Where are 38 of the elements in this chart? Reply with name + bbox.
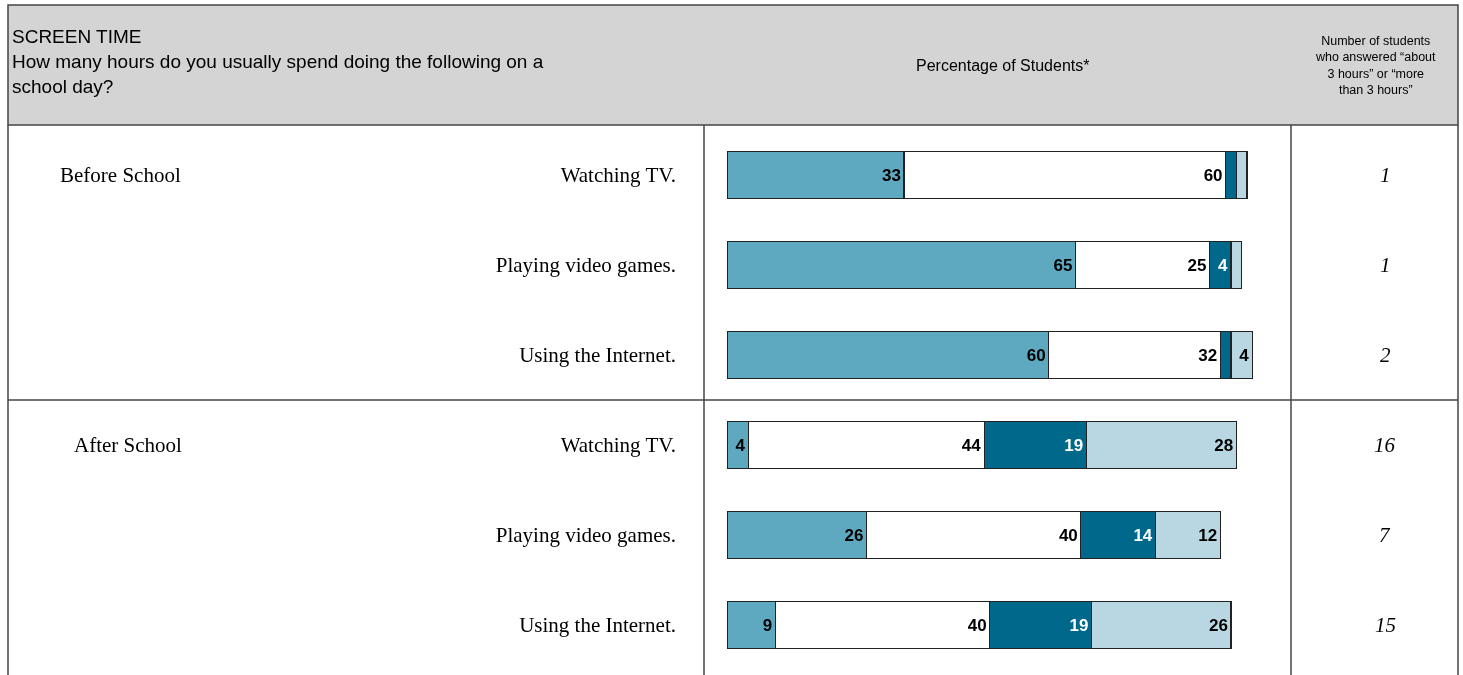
y-tick-label: Playing video games. [495, 523, 676, 548]
y-tick-label: Watching TV. [560, 433, 676, 458]
data-label: 19 [1069, 615, 1089, 635]
y-tick-label: Playing video games. [495, 253, 676, 278]
data-label: 60 [1203, 165, 1223, 185]
text: Number of students who answered “about 3 hours” or “more than 3 hours” [1315, 34, 1437, 97]
y-tick-label: Using the Internet. [519, 613, 676, 638]
data-label: 4 [735, 435, 746, 455]
y-tick-label: Using the Internet. [519, 343, 676, 368]
text: SCREEN TIME [12, 26, 142, 47]
data-label: 40 [1058, 525, 1078, 545]
text: Percentage of Students* [916, 57, 1090, 74]
text: How many hours do you usually spend doing the following on a school day? [12, 51, 544, 97]
y-tick-label: Watching TV. [560, 163, 676, 188]
text: 1 [1380, 163, 1391, 187]
data-label: 12 [1198, 525, 1218, 545]
data-label: 4 [1239, 345, 1250, 365]
text: 1 [1380, 253, 1391, 277]
data-label: 28 [1214, 435, 1234, 455]
data-label: 26 [844, 525, 864, 545]
data-label: 40 [967, 615, 987, 635]
data-label: 44 [961, 435, 982, 455]
text: Before School [60, 163, 181, 187]
text: 16 [1374, 433, 1396, 457]
text: 15 [1375, 613, 1396, 637]
data-label: 26 [1208, 615, 1228, 635]
data-label: 65 [1053, 255, 1073, 275]
text: 7 [1379, 523, 1391, 547]
data-label: 25 [1187, 255, 1207, 275]
data-label: 19 [1064, 435, 1084, 455]
text: 2 [1380, 343, 1391, 367]
data-label: 33 [881, 165, 901, 185]
text: After School [74, 433, 183, 457]
data-label: 14 [1133, 525, 1153, 545]
data-label: 9 [762, 615, 773, 635]
data-label: 60 [1026, 345, 1046, 365]
data-label: 32 [1198, 345, 1218, 365]
data-label: 4 [1217, 255, 1228, 275]
